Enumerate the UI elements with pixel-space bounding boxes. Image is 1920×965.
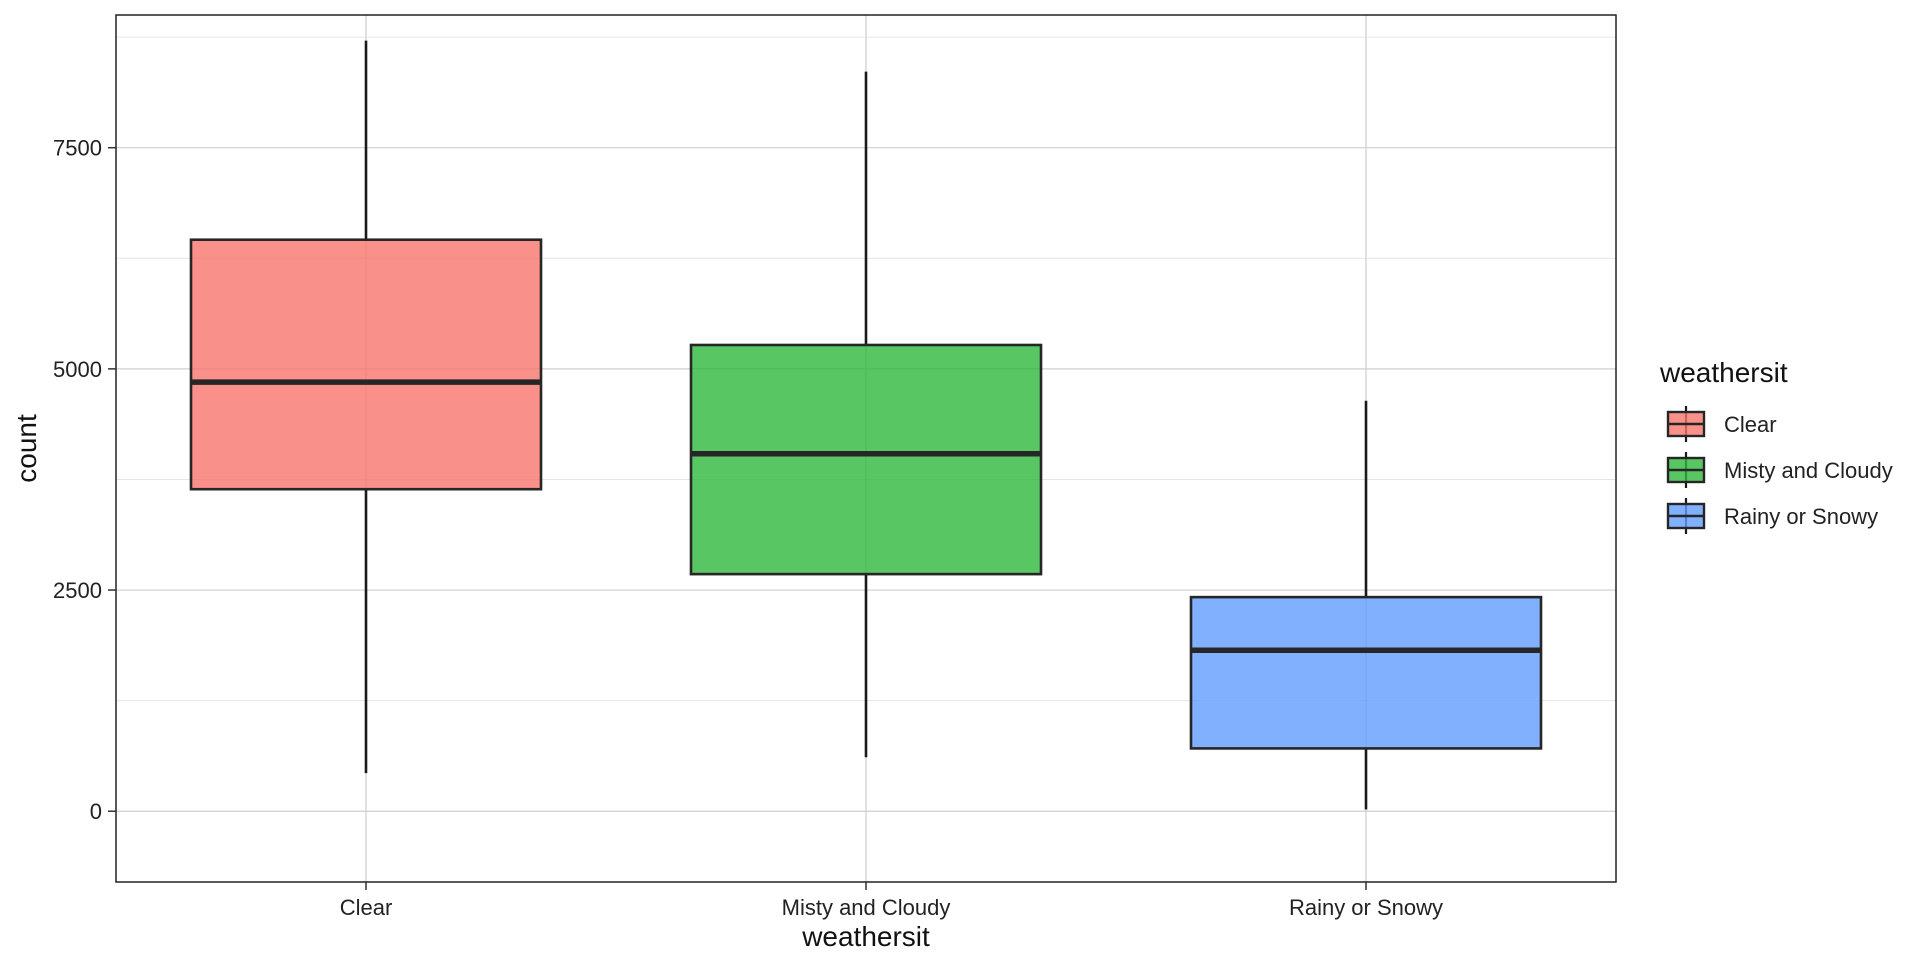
box-misty-and-cloudy bbox=[689, 71, 1043, 758]
legend-item: Clear bbox=[1666, 406, 1777, 442]
legend-title: weathersit bbox=[1659, 357, 1788, 388]
x-tick-label: Clear bbox=[340, 895, 393, 920]
legend-item: Rainy or Snowy bbox=[1666, 498, 1878, 534]
y-axis-title: count bbox=[11, 414, 42, 483]
legend-label: Misty and Cloudy bbox=[1724, 458, 1893, 483]
y-tick-label: 0 bbox=[90, 799, 102, 824]
axis-layer: 0 2500 5000 7500 Clear Misty and Cloudy Rainy … bbox=[53, 136, 1443, 920]
legend-label: Clear bbox=[1724, 412, 1777, 437]
y-tick-label: 2500 bbox=[53, 578, 102, 603]
box-iqr bbox=[689, 343, 1043, 576]
legend-item: Misty and Cloudy bbox=[1666, 452, 1893, 488]
y-tick-label: 7500 bbox=[53, 136, 102, 161]
box-layer bbox=[189, 40, 1543, 810]
box-clear bbox=[189, 40, 543, 774]
x-axis-title: weathersit bbox=[801, 921, 930, 952]
y-tick-label: 5000 bbox=[53, 357, 102, 382]
box-iqr bbox=[1189, 595, 1543, 750]
legend-label: Rainy or Snowy bbox=[1724, 504, 1878, 529]
box-rainy-or-snowy bbox=[1189, 400, 1543, 810]
x-tick-label: Rainy or Snowy bbox=[1289, 895, 1443, 920]
legend: weathersit Clear Misty and Cloudy Rainy or… bbox=[1659, 357, 1893, 534]
box-iqr bbox=[189, 238, 543, 491]
x-tick-label: Misty and Cloudy bbox=[782, 895, 951, 920]
